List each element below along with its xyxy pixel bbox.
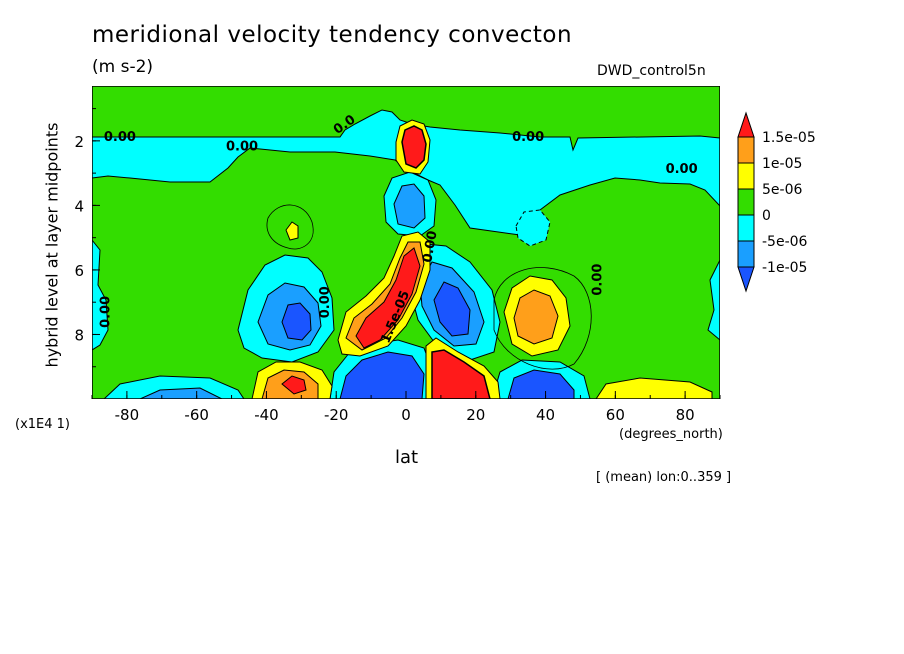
x-tick-label: 20 xyxy=(466,406,485,424)
positive-lobe-top-equator-core xyxy=(401,125,427,169)
plot-area xyxy=(92,86,720,399)
x-tick-label: 40 xyxy=(536,406,555,424)
contour-label: 0.00 xyxy=(512,130,544,145)
colorbar-label: 1.5e-05 xyxy=(762,130,816,146)
colorbar-swatch-max xyxy=(737,111,755,138)
negative-column-equator-core xyxy=(393,183,426,229)
negative-lobe-north-core xyxy=(433,281,471,337)
colorbar-swatch xyxy=(737,214,755,242)
positive-lobe-north-mid-core xyxy=(513,289,559,345)
chart-units: (m s-2) xyxy=(92,57,154,77)
negative-lobe-south-core xyxy=(281,302,312,341)
negative-lobe-north-low-core xyxy=(507,369,575,399)
colorbar-label: 0 xyxy=(762,208,771,224)
negative-lobe-polar-south-core xyxy=(139,387,223,399)
y-tick-label: 6 xyxy=(74,262,84,280)
contour-line-south xyxy=(266,204,314,250)
colorbar-label: 5e-06 xyxy=(762,182,802,198)
y-tick-label: 4 xyxy=(74,197,84,215)
x-tick-label: -80 xyxy=(115,406,140,424)
x-tick-label: -40 xyxy=(254,406,279,424)
y-axis: 2 4 6 8 xyxy=(74,108,100,368)
colorbar: 1.5e-05 1e-05 5e-06 0 -5e-06 -1e-05 xyxy=(737,111,816,293)
x-tick-label: -60 xyxy=(184,406,209,424)
y-tick-label: 8 xyxy=(74,326,84,344)
contour-label: 0.00 xyxy=(590,264,605,296)
averaging-note: [ (mean) lon:0..359 ] xyxy=(596,470,732,485)
positive-lobe-south-surface-core xyxy=(281,375,307,395)
contour-label: 0.00 xyxy=(666,162,698,177)
negative-patch-north xyxy=(515,209,551,247)
colorbar-swatch xyxy=(737,188,755,216)
x-axis-units: (degrees_north) xyxy=(619,427,723,442)
colorbar-swatch xyxy=(737,240,755,268)
x-axis-label: lat xyxy=(395,447,419,468)
x-axis: -80 -60 -40 -20 0 20 40 60 80 xyxy=(91,391,721,424)
y-tick-label: 2 xyxy=(74,133,84,151)
positive-patch-south xyxy=(285,221,299,241)
y-scale-note: (x1E4 1) xyxy=(15,417,70,432)
colorbar-label: -5e-06 xyxy=(762,234,808,250)
colorbar-swatch xyxy=(737,162,755,190)
contour-label: 0.00 xyxy=(420,230,440,264)
run-label: DWD_control5n xyxy=(597,63,706,79)
negative-region-east xyxy=(707,259,720,341)
chart-title: meridional velocity tendency convecton xyxy=(92,22,573,48)
positive-lobe-polar-north xyxy=(595,377,713,399)
x-tick-label: 80 xyxy=(676,406,695,424)
contour-label: 0.00 xyxy=(98,296,113,328)
contour-label: 0.00 xyxy=(104,130,136,145)
contour-label: 0.00 xyxy=(318,286,333,318)
positive-column-equator-core xyxy=(355,247,421,349)
x-tick-label: 60 xyxy=(606,406,625,424)
negative-lobe-equator-low-core xyxy=(339,351,425,399)
x-tick-label: -20 xyxy=(324,406,349,424)
positive-lobe-north-surface-core xyxy=(431,349,491,399)
colorbar-label: 1e-05 xyxy=(762,156,802,172)
colorbar-swatch xyxy=(737,136,755,164)
x-tick-label: 0 xyxy=(401,406,411,424)
contour-line-north xyxy=(493,267,592,370)
negative-region-west xyxy=(92,239,109,351)
contour-label: 0.00 xyxy=(226,140,258,155)
colorbar-swatch-min xyxy=(737,266,755,293)
colorbar-label: -1e-05 xyxy=(762,260,807,276)
